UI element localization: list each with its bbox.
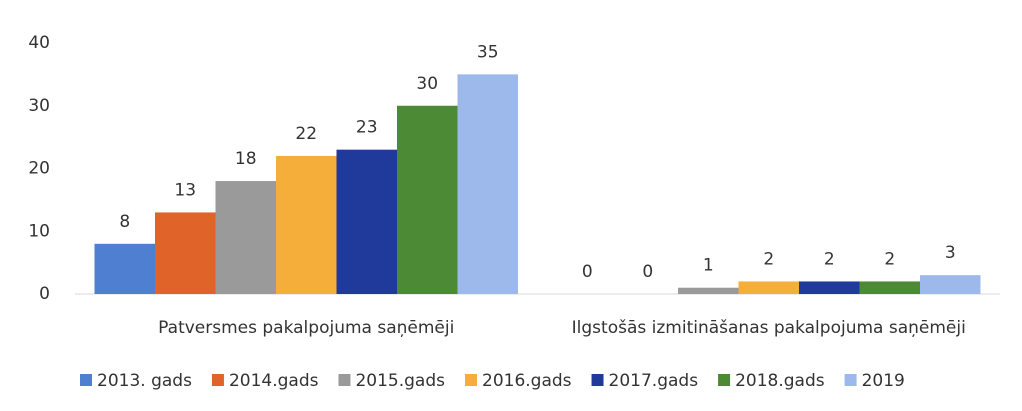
bar bbox=[397, 105, 458, 294]
data-label: 2 bbox=[824, 249, 835, 269]
bar bbox=[336, 149, 397, 294]
data-label: 8 bbox=[119, 212, 130, 232]
data-label: 2 bbox=[763, 249, 774, 269]
bar bbox=[859, 281, 920, 294]
bar bbox=[920, 275, 981, 294]
bar bbox=[457, 74, 518, 294]
data-label: 22 bbox=[295, 124, 317, 144]
x-tick-label: Patversmes pakalpojuma saņēmēji bbox=[158, 318, 454, 338]
data-label: 23 bbox=[356, 118, 378, 138]
y-tick-label: 0 bbox=[39, 284, 50, 304]
legend-label: 2016.gads bbox=[482, 371, 572, 391]
y-tick-label: 30 bbox=[28, 96, 50, 116]
bar bbox=[738, 281, 799, 294]
data-label: 18 bbox=[235, 149, 257, 169]
legend-swatch bbox=[718, 374, 731, 386]
data-label: 3 bbox=[945, 243, 956, 263]
legend-label: 2015.gads bbox=[355, 371, 445, 391]
data-label: 0 bbox=[642, 262, 653, 282]
data-label: 30 bbox=[416, 74, 438, 94]
bar bbox=[799, 281, 860, 294]
legend-swatch bbox=[211, 374, 224, 386]
data-label: 1 bbox=[703, 256, 714, 276]
legend-label: 2017.gads bbox=[609, 371, 699, 391]
legend-swatch bbox=[591, 374, 604, 386]
bar bbox=[94, 243, 155, 294]
x-tick-label: Ilgstošās izmitināšanas pakalpojuma saņē… bbox=[572, 318, 966, 338]
data-label: 0 bbox=[582, 262, 593, 282]
legend-label: 2013. gads bbox=[97, 371, 192, 391]
legend-label: 2018.gads bbox=[735, 371, 825, 391]
data-label: 35 bbox=[477, 42, 499, 62]
bar bbox=[678, 287, 739, 294]
legend-swatch bbox=[80, 374, 92, 386]
bar bbox=[215, 181, 276, 294]
legend-swatch bbox=[338, 374, 351, 386]
bar bbox=[155, 212, 216, 294]
data-label: 2 bbox=[884, 249, 895, 269]
bar bbox=[276, 155, 337, 294]
legend-swatch bbox=[465, 374, 477, 386]
y-tick-label: 20 bbox=[28, 159, 50, 179]
legend-swatch bbox=[844, 374, 857, 386]
y-tick-label: 10 bbox=[28, 221, 50, 241]
legend-label: 2019 bbox=[862, 371, 905, 391]
y-tick-label: 40 bbox=[28, 33, 50, 53]
data-label: 13 bbox=[174, 180, 196, 200]
legend-label: 2014.gads bbox=[229, 371, 319, 391]
